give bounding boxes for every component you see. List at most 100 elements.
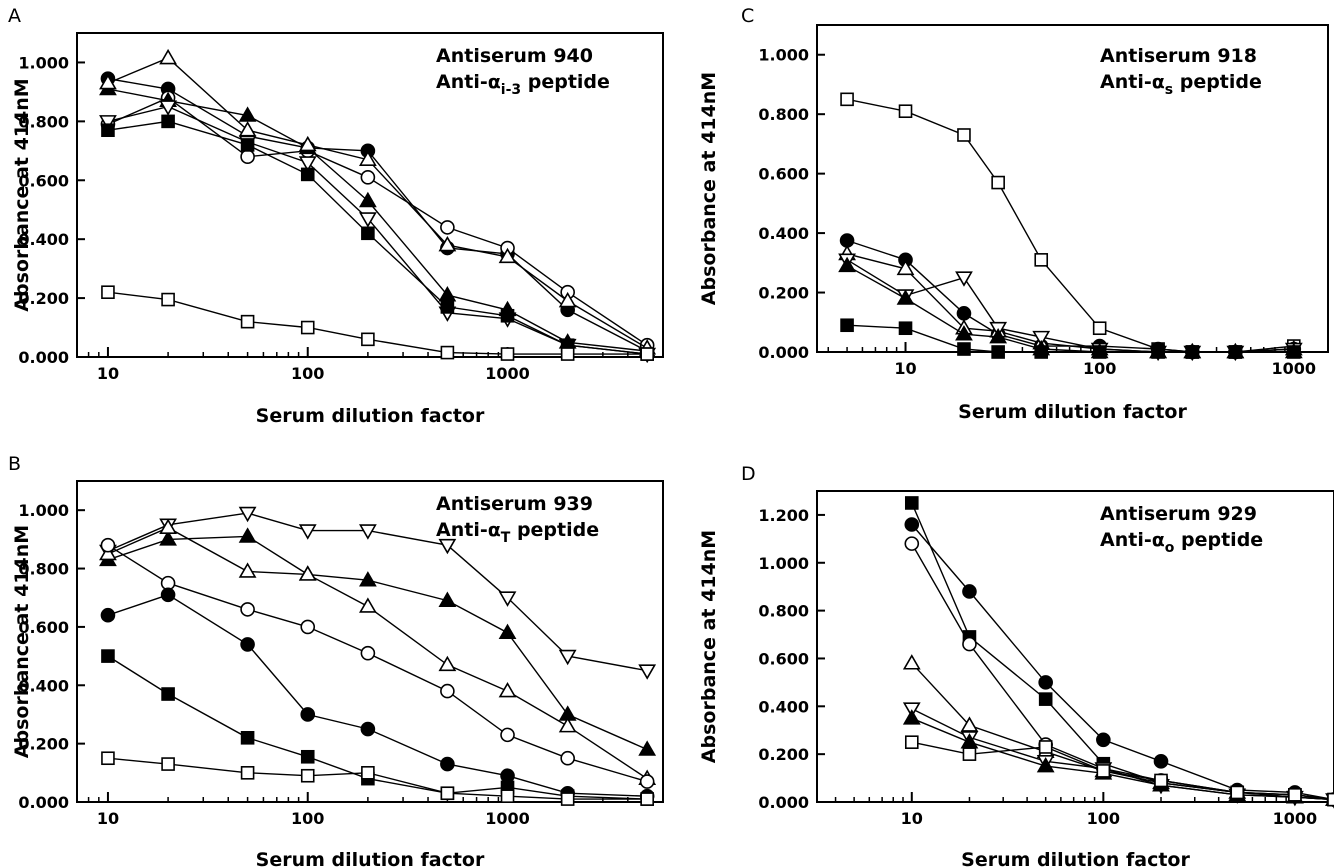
series-square-open (101, 751, 654, 806)
plot-frame (76, 32, 664, 358)
data-point-square-open (1092, 321, 1107, 336)
data-point-triangle-up-filled (638, 740, 657, 756)
data-point-square-filled (1228, 345, 1243, 359)
series-line (846, 259, 1294, 353)
data-point-circle-open (560, 750, 575, 766)
data-point-triangle-down-open (159, 100, 177, 116)
data-point-circle-open (440, 683, 455, 699)
panel-title: Antiserum 929 Anti-αo peptide (1100, 503, 1263, 556)
data-point-square-filled (991, 345, 1005, 359)
data-point-triangle-up-open (438, 655, 457, 672)
data-point-square-filled (1287, 345, 1301, 359)
data-point-circle-open (360, 170, 376, 185)
data-point-square-open (840, 92, 854, 107)
data-point-square-filled (161, 114, 175, 129)
y-tick-label: 0.600 (758, 165, 809, 184)
panel-letter: B (8, 453, 21, 475)
data-point-circle-filled (300, 707, 316, 722)
panel-title: Antiserum 918 Anti-αs peptide (1100, 45, 1262, 98)
data-point-circle-filled (240, 637, 255, 652)
data-point-circle-open (440, 220, 455, 235)
x-tick-label: 100 (291, 809, 324, 828)
data-point-triangle-down-open (1032, 330, 1051, 347)
y-tick-label: 1.200 (758, 506, 809, 525)
data-point-square-filled (898, 321, 913, 336)
x-tick-label: 1000 (485, 809, 530, 828)
data-point-triangle-up-filled (955, 325, 973, 341)
panel-title-line1: Antiserum 940 (436, 45, 593, 67)
panel-title-line2: Anti-αo peptide (1100, 529, 1263, 556)
series-circle-filled (100, 587, 655, 804)
panel-title-line1: Antiserum 939 (436, 493, 593, 515)
data-point-triangle-up-open (558, 291, 577, 308)
y-tick-label: 0.400 (18, 676, 69, 695)
y-tick-label: 0.200 (18, 289, 69, 308)
data-point-triangle-up-filled (438, 591, 457, 607)
y-tick-label: 0.200 (758, 745, 809, 764)
data-point-circle-filled (160, 587, 176, 603)
data-point-circle-filled (100, 607, 116, 623)
x-tick-label: 100 (1087, 809, 1120, 828)
data-point-triangle-down-open (498, 591, 517, 607)
data-point-square-filled (1151, 345, 1165, 359)
data-point-square-filled (240, 138, 255, 152)
y-tick-label: 0.600 (18, 171, 69, 190)
data-point-triangle-up-filled (238, 527, 257, 543)
data-point-square-filled (161, 687, 175, 701)
panel-title-line1: Antiserum 918 (1100, 45, 1257, 67)
data-point-triangle-up-filled (896, 289, 915, 305)
data-point-triangle-up-open (358, 150, 377, 166)
series-line (911, 741, 1334, 801)
y-axis-title: Absorbance at 414nM (698, 530, 720, 763)
series-circle-filled (100, 71, 655, 359)
y-tick-label: 0.000 (18, 348, 69, 367)
data-point-circle-filled (904, 517, 920, 532)
plot-frame (76, 480, 664, 803)
data-point-circle-open (639, 774, 655, 789)
series-circle-open (100, 537, 655, 789)
data-point-square-filled (840, 318, 854, 333)
y-tick-label: 1.000 (18, 53, 69, 72)
y-tick-label: 0.200 (758, 284, 809, 303)
data-point-triangle-down-open (558, 649, 577, 666)
x-tick-label: 100 (291, 364, 324, 383)
y-tick-label: 1.000 (758, 554, 809, 573)
data-point-square-open (1034, 253, 1049, 267)
data-point-circle-open (962, 636, 977, 652)
y-tick-label: 0.800 (758, 602, 809, 621)
data-point-square-open (560, 792, 575, 806)
data-point-triangle-down-open (358, 524, 377, 540)
data-point-circle-filled (360, 721, 376, 737)
panel-title: Antiserum 940 Anti-αi-3 peptide (436, 45, 610, 98)
data-point-square-open (640, 792, 654, 806)
data-point-triangle-up-filled (902, 709, 921, 725)
data-point-square-filled (101, 123, 115, 137)
data-point-square-filled (957, 342, 971, 356)
x-tick-label: 10 (97, 364, 119, 383)
y-tick-label: 0.800 (758, 105, 809, 124)
data-point-square-filled (300, 167, 315, 182)
panel-title-line2: Anti-αs peptide (1100, 71, 1262, 98)
y-tick-label: 0.400 (758, 224, 809, 243)
y-tick-label: 0.400 (758, 697, 809, 716)
series-triangle-up-filled (99, 527, 657, 756)
x-tick-label: 1000 (1272, 359, 1317, 378)
data-point-triangle-down-open (298, 524, 317, 540)
data-point-square-filled (500, 308, 515, 323)
data-point-circle-filled (1153, 754, 1169, 769)
data-point-square-filled (1038, 692, 1053, 706)
panel-title-line2: Anti-αT peptide (436, 519, 599, 546)
data-point-triangle-up-open (298, 565, 317, 581)
data-point-square-open (962, 747, 977, 761)
data-point-square-open (1154, 773, 1168, 788)
data-point-triangle-up-filled (989, 328, 1008, 344)
series-line (847, 324, 1294, 353)
data-point-square-filled (904, 496, 919, 510)
data-point-circle-open (100, 537, 116, 553)
data-point-square-open (440, 786, 455, 801)
data-point-square-open (500, 789, 515, 803)
series-square-open (840, 92, 1301, 359)
data-point-triangle-down-open (438, 538, 457, 555)
data-point-square-open (161, 292, 175, 307)
